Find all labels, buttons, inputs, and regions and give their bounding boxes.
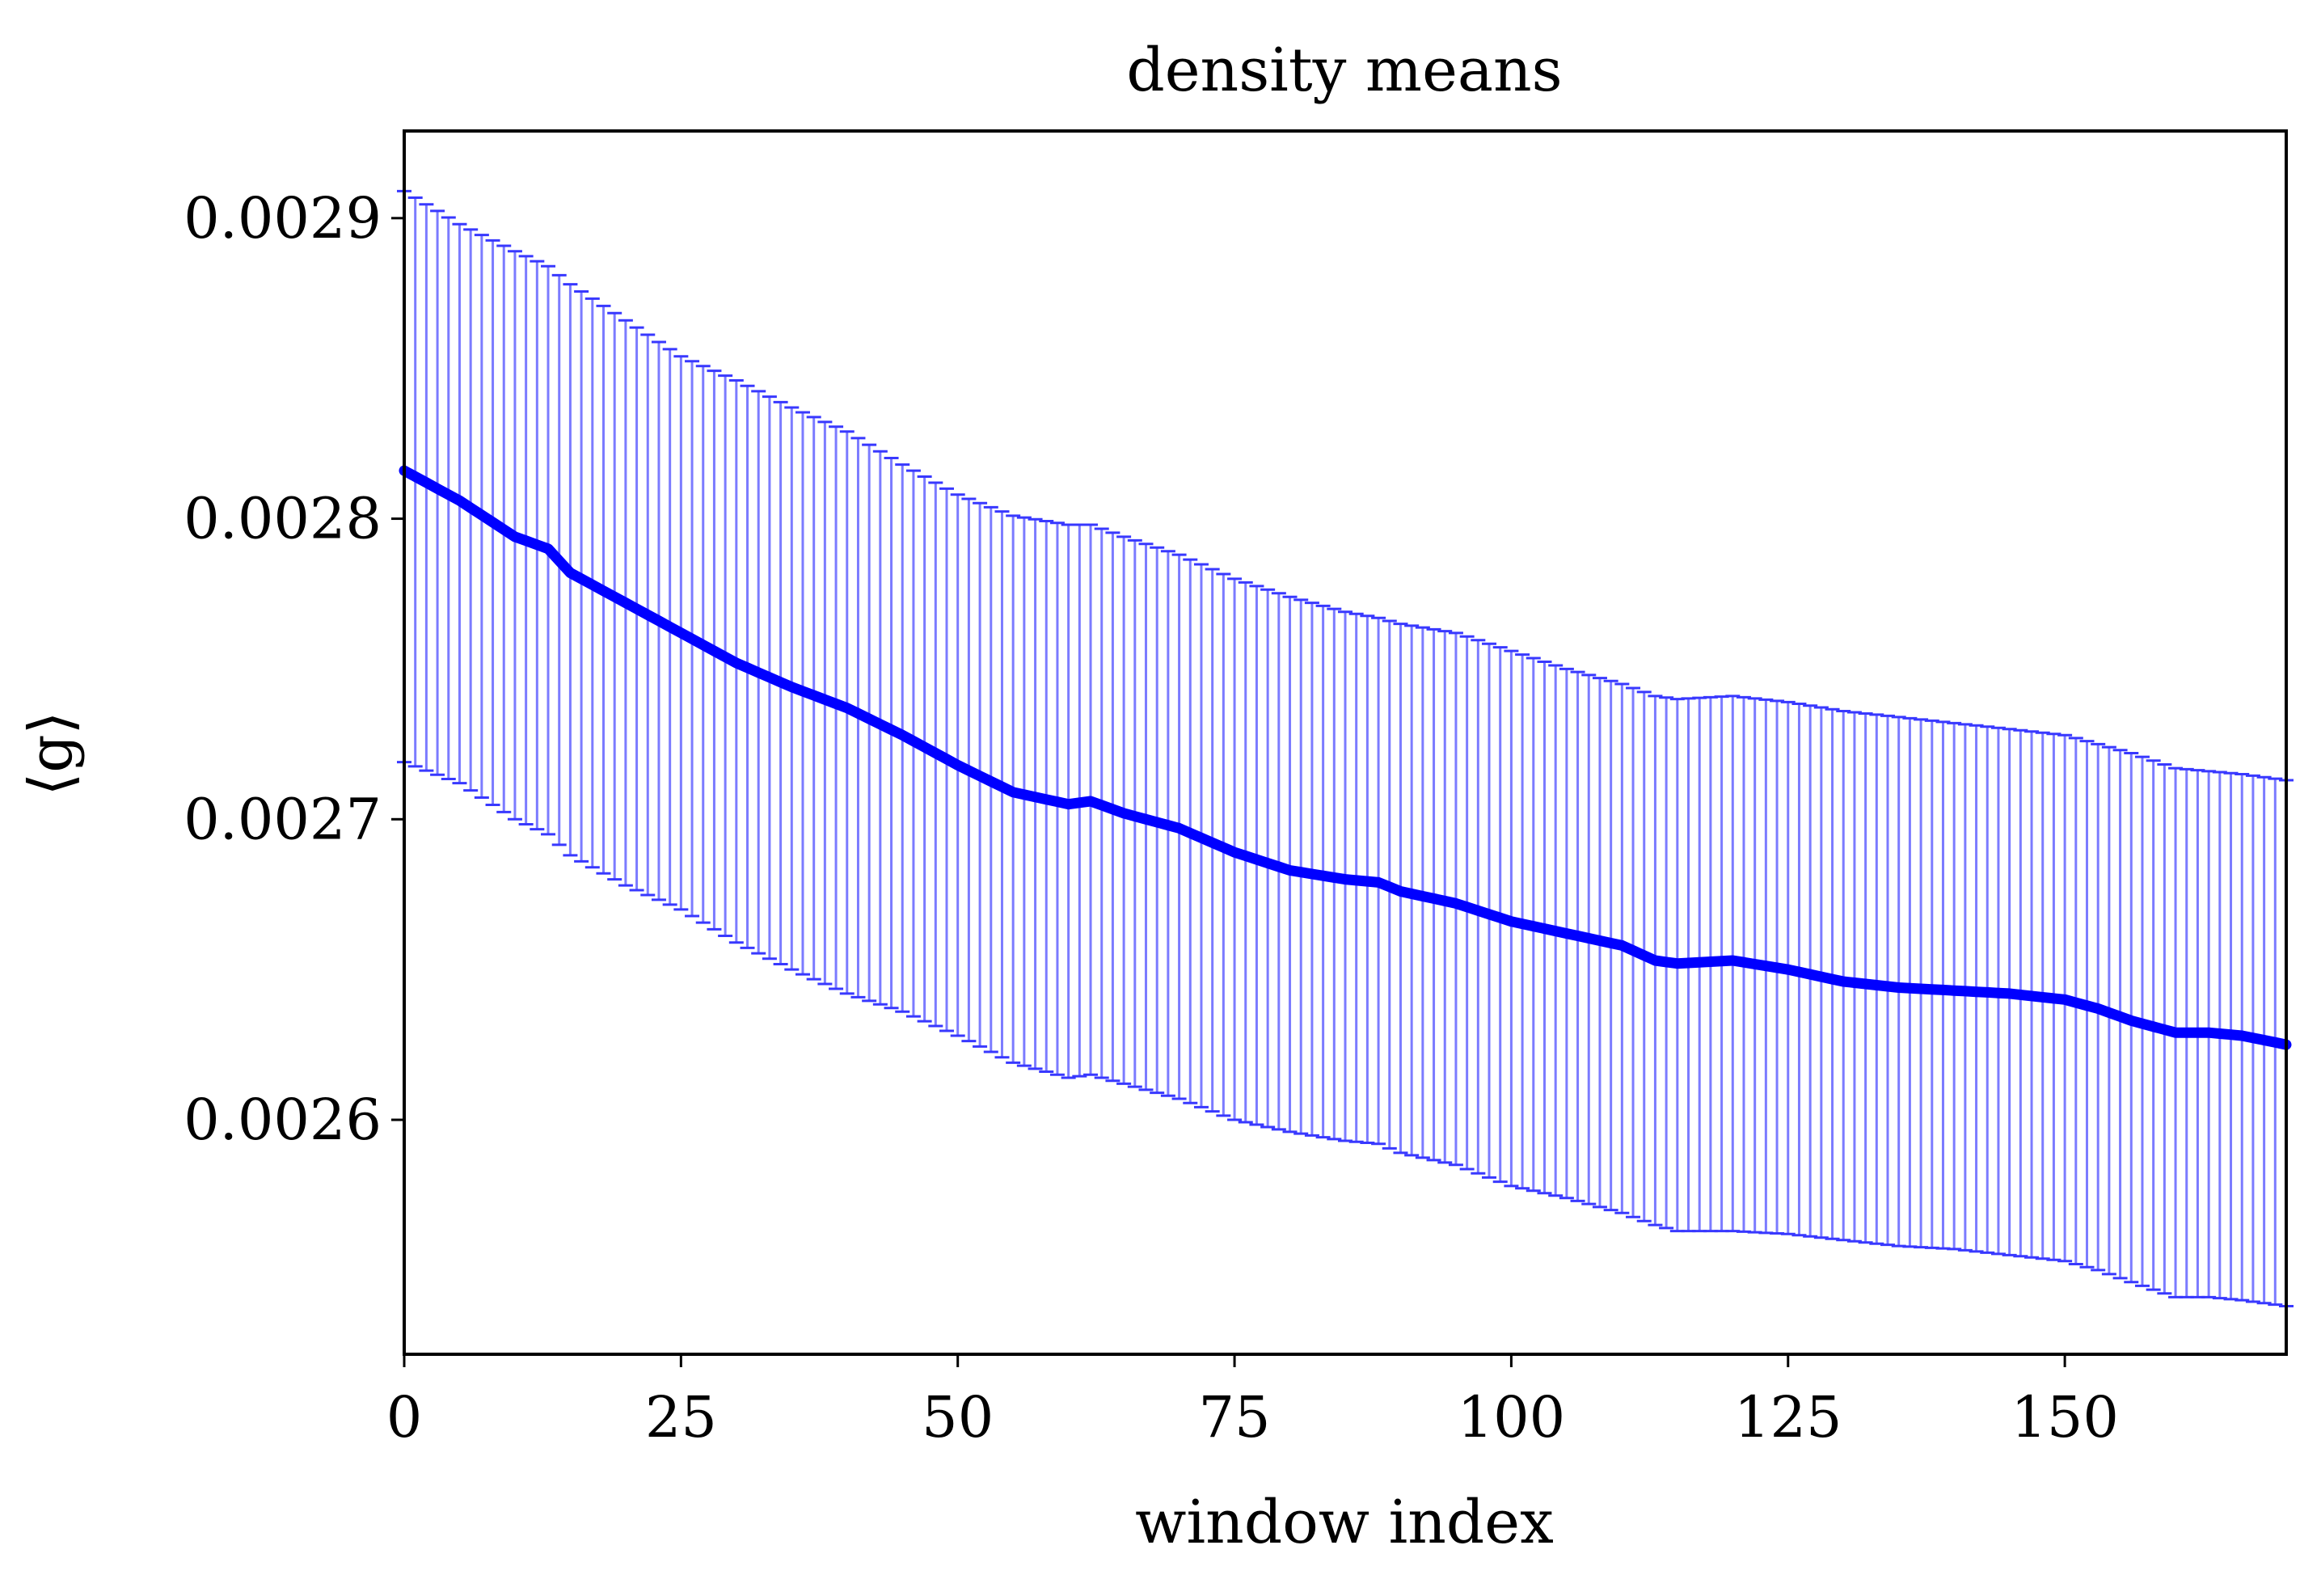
x-tick-label: 50 <box>922 1384 994 1450</box>
x-tick-label: 125 <box>1734 1384 1842 1450</box>
y-tick-label: 0.0027 <box>184 786 382 852</box>
x-axis-ticks: 0 25 50 75 100 125 150 <box>386 1354 2119 1450</box>
y-axis-ticks: 0.0026 0.0027 0.0028 0.0029 <box>184 185 404 1153</box>
mean-line <box>399 465 2292 1050</box>
y-tick-label: 0.0028 <box>184 486 382 552</box>
x-tick-label: 150 <box>2011 1384 2119 1450</box>
x-tick-label: 75 <box>1199 1384 1271 1450</box>
x-tick-label: 100 <box>1458 1384 1566 1450</box>
y-axis-label: ⟨g⟩ <box>16 711 86 796</box>
chart-title: density means <box>1126 36 1562 105</box>
y-tick-label: 0.0026 <box>184 1087 382 1153</box>
x-tick-label: 25 <box>645 1384 717 1450</box>
axes-frame <box>403 129 2288 1356</box>
x-axis-label: window index <box>1135 1488 1554 1557</box>
y-tick-label: 0.0029 <box>184 185 382 251</box>
error-bar-caps <box>397 189 2294 1308</box>
x-tick-label: 0 <box>386 1384 423 1450</box>
